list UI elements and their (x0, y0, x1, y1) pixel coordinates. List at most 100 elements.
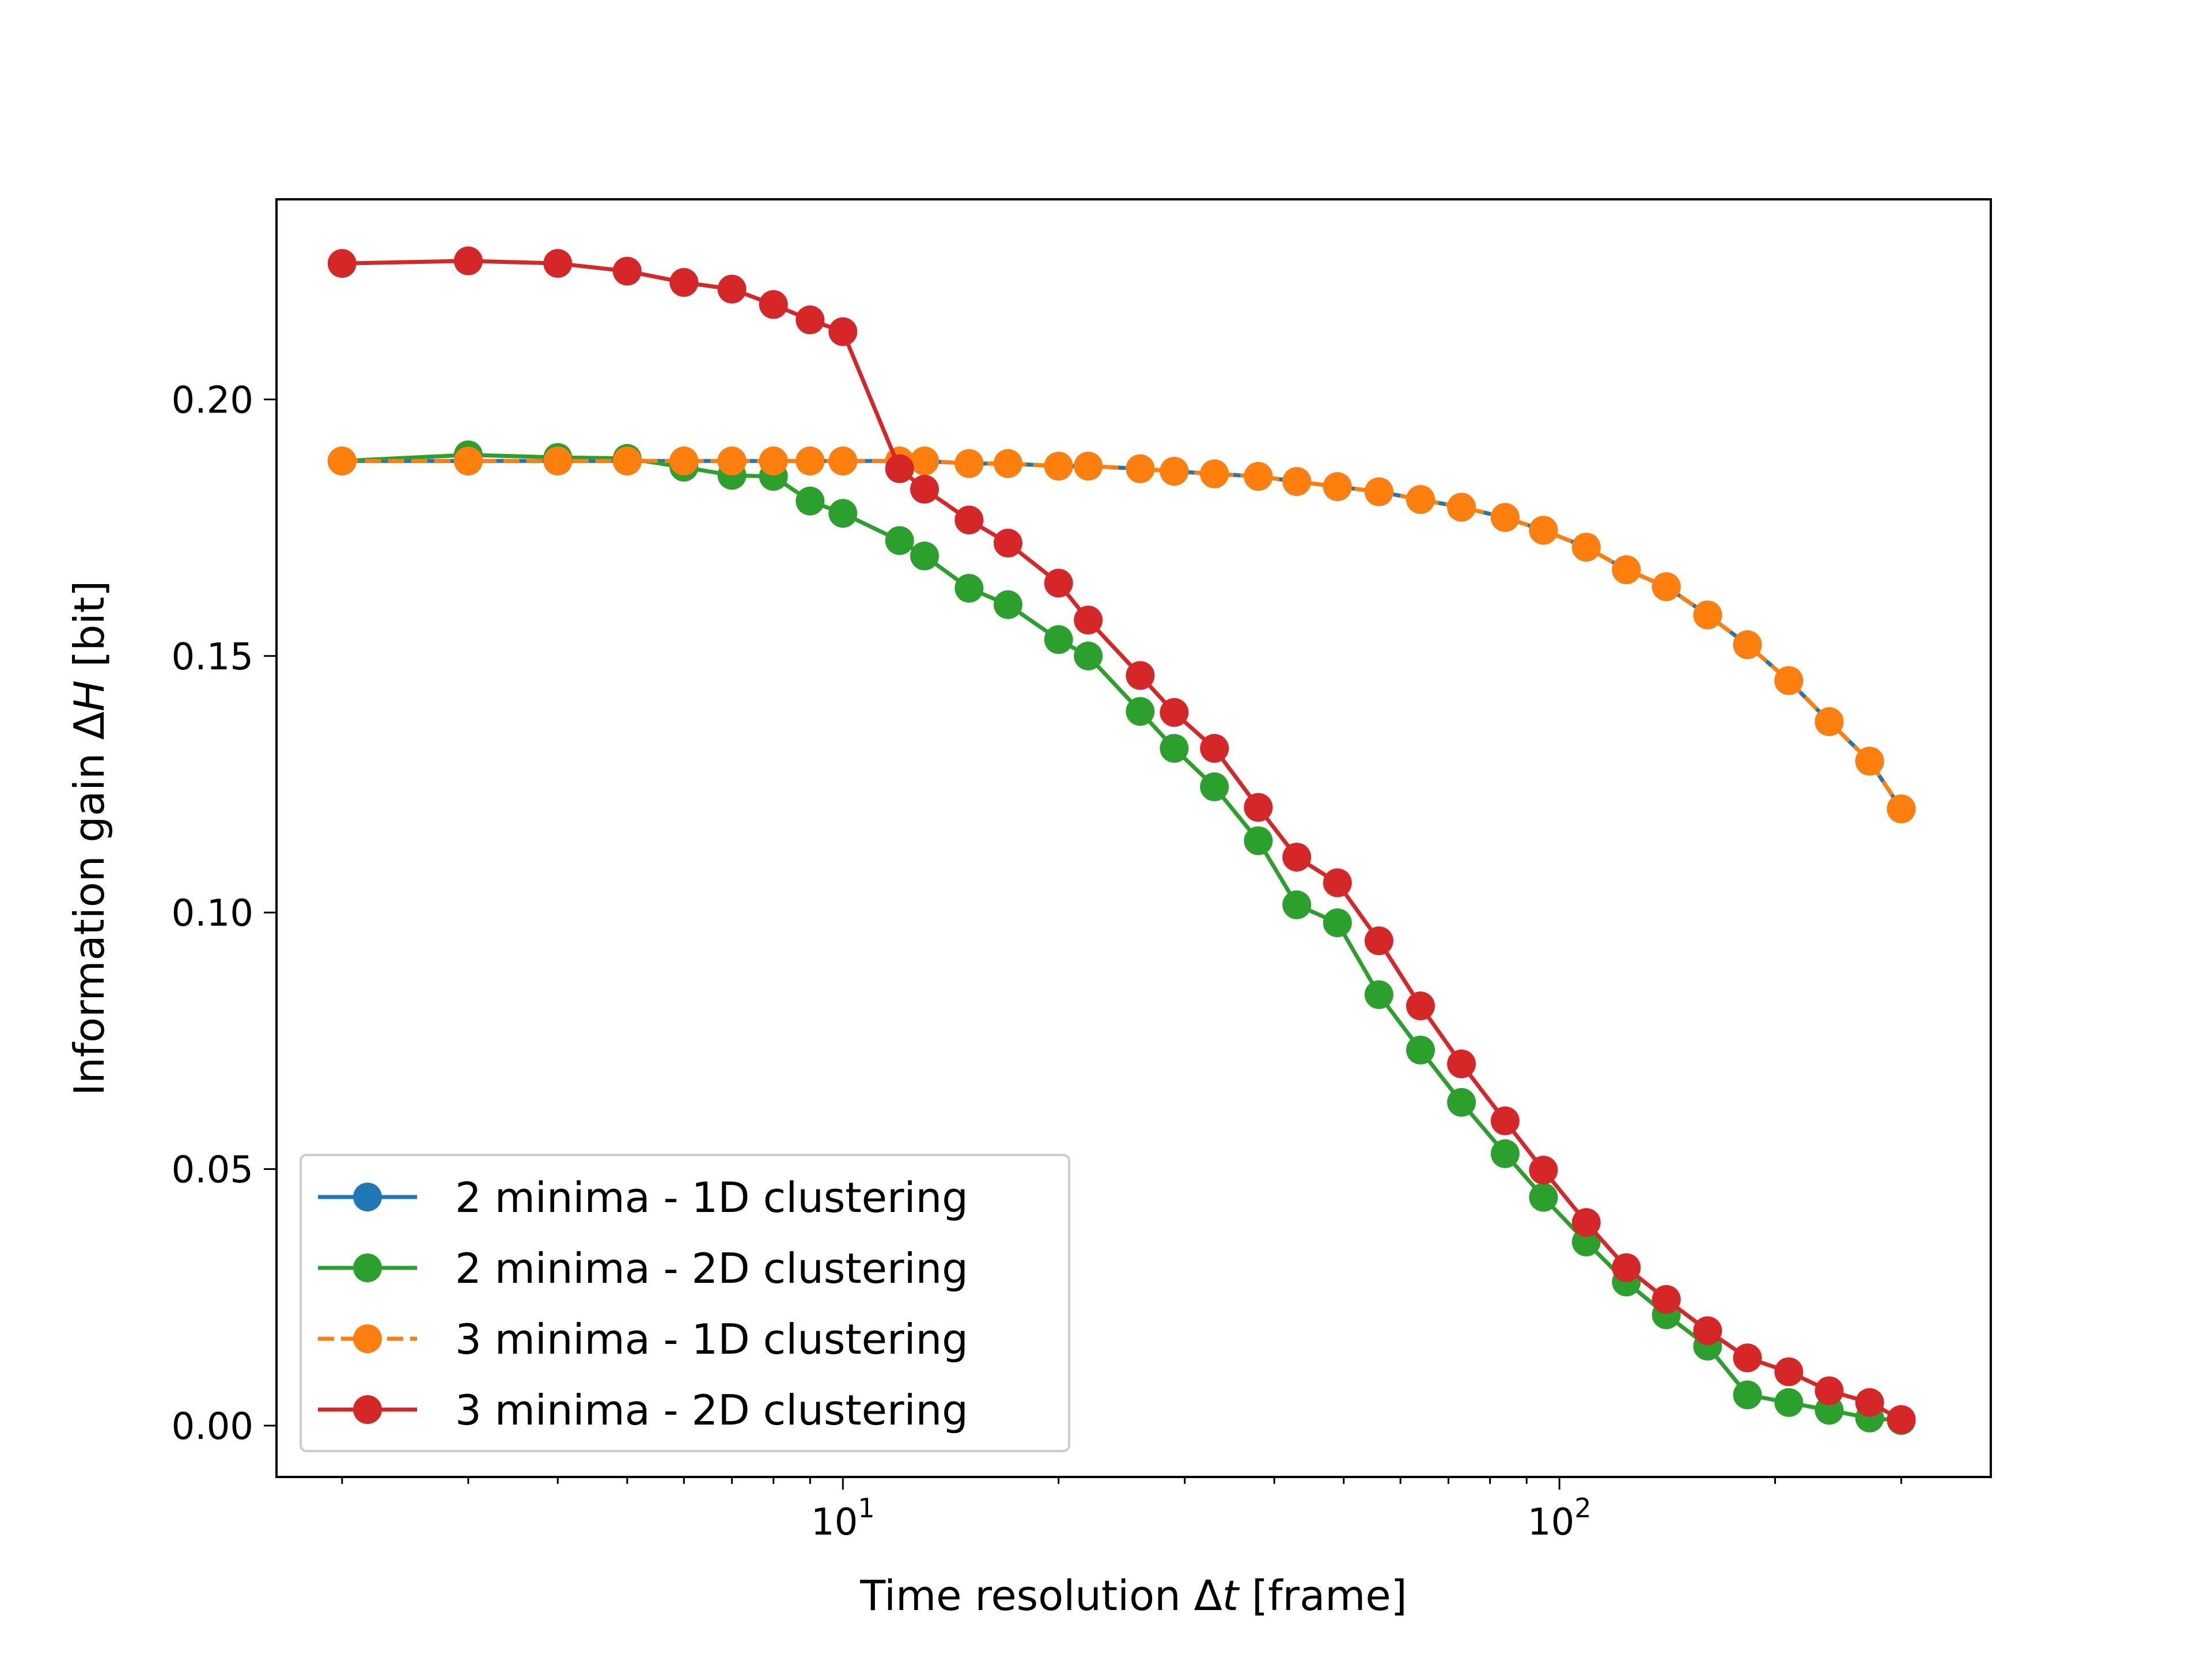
legend-label: 2 minima - 1D clustering (455, 1173, 968, 1222)
data-point (1693, 600, 1722, 630)
legend-label: 3 minima - 2D clustering (455, 1386, 968, 1434)
legend-marker (353, 1253, 382, 1282)
data-point (327, 249, 357, 278)
data-point (828, 317, 858, 346)
legend-marker (353, 1324, 382, 1353)
data-point (1323, 908, 1352, 937)
x-tick-label: 102 (1528, 1493, 1592, 1544)
data-point (1323, 472, 1352, 501)
data-point (1490, 1106, 1520, 1135)
y-tick-label: 0.15 (172, 636, 254, 679)
x-tick-label: 101 (811, 1493, 875, 1544)
plot-frame (275, 198, 1992, 1478)
data-point (1447, 1049, 1476, 1078)
legend-entry: 2 minima - 2D clustering (318, 1244, 968, 1293)
data-point (1282, 843, 1312, 872)
data-point (1160, 734, 1189, 763)
legend-marker (353, 1395, 382, 1424)
data-point (669, 446, 699, 476)
data-point (1074, 641, 1103, 671)
y-tick-label: 0.20 (172, 379, 254, 422)
data-point (543, 249, 573, 278)
data-point (612, 256, 642, 286)
data-point (1887, 794, 1916, 824)
data-point (1074, 605, 1103, 635)
series-layer (327, 246, 1916, 1435)
data-point (1044, 625, 1073, 654)
x-axis-title: Time resolution Δt [frame] (859, 1571, 1407, 1620)
legend-entry: 2 minima - 1D clustering (318, 1173, 968, 1222)
data-point (1612, 555, 1641, 585)
data-point (828, 446, 858, 476)
data-point (1733, 630, 1762, 660)
data-point (1406, 1035, 1435, 1065)
data-point (1044, 569, 1073, 598)
data-point (1571, 1208, 1601, 1237)
data-point (910, 541, 939, 571)
data-point (1529, 516, 1558, 545)
data-point (543, 446, 573, 476)
y-tick-label: 0.00 (172, 1406, 254, 1448)
data-point (1200, 772, 1229, 801)
data-point (1652, 572, 1681, 601)
data-point (1200, 459, 1229, 488)
data-point (796, 486, 825, 516)
data-point (1693, 1316, 1722, 1346)
data-point (1733, 1380, 1762, 1410)
data-point (1490, 503, 1520, 532)
data-point (1612, 1253, 1641, 1282)
data-point (993, 590, 1022, 619)
data-point (796, 446, 825, 476)
data-point (1855, 747, 1884, 776)
data-point (1244, 793, 1273, 822)
data-point (327, 446, 357, 476)
data-point (1126, 454, 1155, 483)
data-point (1282, 890, 1312, 919)
data-point (1244, 826, 1273, 855)
data-point (1529, 1183, 1558, 1212)
data-point (1447, 493, 1476, 522)
data-point (1244, 462, 1273, 491)
data-point (1774, 1388, 1804, 1417)
data-point (759, 290, 788, 319)
legend-entry: 3 minima - 1D clustering (318, 1315, 968, 1363)
data-point (885, 526, 914, 555)
data-point (717, 274, 747, 304)
data-point (955, 505, 984, 535)
data-point (796, 305, 825, 335)
data-point (1652, 1285, 1681, 1314)
data-point (1815, 707, 1844, 736)
data-point (1364, 477, 1393, 506)
data-point (1126, 697, 1155, 726)
data-point (1160, 457, 1189, 486)
data-point (1044, 452, 1073, 481)
data-point (993, 449, 1022, 478)
data-point (1733, 1343, 1762, 1373)
data-point (828, 499, 858, 528)
legend-label: 3 minima - 1D clustering (455, 1315, 968, 1363)
series-4 (327, 246, 1916, 1434)
legend-entry: 3 minima - 2D clustering (318, 1386, 968, 1434)
data-point (993, 528, 1022, 558)
data-point (1855, 1388, 1884, 1417)
legend-box (300, 1154, 1070, 1452)
data-point (453, 246, 483, 275)
data-point (669, 268, 699, 297)
data-point (1282, 467, 1312, 496)
data-point (1774, 666, 1804, 695)
data-point (1200, 734, 1229, 763)
y-tick-label: 0.10 (172, 892, 254, 935)
data-point (1074, 452, 1103, 481)
y-axis-title: Information gain ΔH [bit] (65, 581, 113, 1096)
data-point (1406, 991, 1435, 1021)
data-point (1160, 698, 1189, 727)
data-point (1490, 1139, 1520, 1168)
data-point (453, 446, 483, 476)
data-point (910, 475, 939, 504)
data-point (1364, 926, 1393, 956)
data-point (717, 446, 747, 476)
data-point (1774, 1357, 1804, 1387)
data-point (1126, 661, 1155, 690)
legend-marker (353, 1183, 382, 1211)
